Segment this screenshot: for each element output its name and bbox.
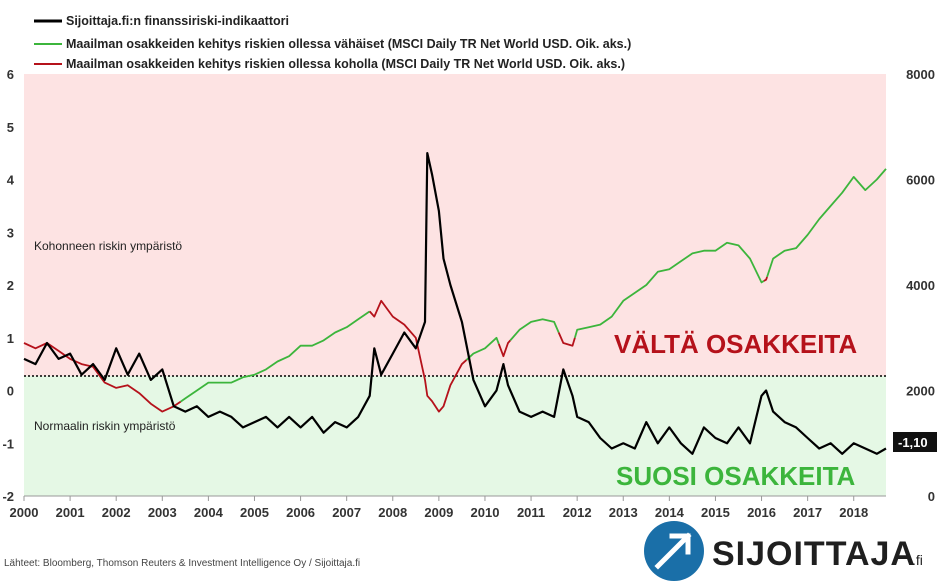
right-axis: 0 2000 4000 6000 8000 [906, 67, 935, 504]
x-axis: 2000 2001 2002 2003 2004 2005 2006 2007 2008 2009… [10, 496, 868, 520]
legend-label-risk: Sijoittaja.fi:n finanssiriski-indikaatto… [66, 14, 289, 28]
x-tick-label: 2012 [563, 505, 592, 520]
stock-line-segment [465, 336, 500, 361]
left-tick-label: 5 [7, 120, 14, 135]
x-tick-label: 2015 [701, 505, 730, 520]
x-tick-label: 2004 [194, 505, 224, 520]
stock-line-segment [766, 168, 887, 278]
x-tick-label: 2009 [424, 505, 453, 520]
left-tick-label: 4 [7, 173, 15, 188]
stock-line-segment [180, 310, 371, 403]
right-tick-label: 6000 [906, 173, 935, 188]
stock-line-segment [369, 299, 468, 413]
left-tick-label: 0 [7, 384, 14, 399]
right-tick-label: 0 [928, 489, 935, 504]
high-risk-zone-label: Kohonneen riskin ympäristö [34, 239, 182, 253]
last-value-text: -1,10 [898, 435, 928, 450]
last-value-badge: -1,10 [893, 432, 937, 452]
x-tick-label: 2000 [10, 505, 39, 520]
risk-indicator-series [23, 152, 887, 455]
legend-label-green: Maailman osakkeiden kehitys riskien olle… [66, 37, 631, 51]
x-tick-label: 2003 [148, 505, 177, 520]
high-risk-zone [24, 74, 886, 376]
brand-name: SIJOITTAJA [712, 535, 916, 573]
arrow-up-right-icon [654, 532, 692, 570]
x-tick-label: 2016 [747, 505, 776, 520]
brand-logo: SIJOITTAJA .fi [644, 521, 923, 581]
normal-risk-zone [24, 376, 886, 496]
x-tick-label: 2008 [378, 505, 407, 520]
x-tick-label: 2018 [839, 505, 868, 520]
left-tick-label: 1 [7, 331, 14, 346]
x-tick-label: 2007 [332, 505, 361, 520]
stock-series [23, 168, 887, 413]
left-tick-label: -2 [2, 489, 14, 504]
x-tick-label: 2017 [793, 505, 822, 520]
stock-line-segment [509, 318, 560, 341]
stock-line-segment [557, 332, 576, 347]
x-tick-label: 2011 [517, 505, 545, 520]
stock-line-segment [23, 342, 182, 413]
x-tick-label: 2002 [102, 505, 131, 520]
x-tick-label: 2014 [655, 505, 685, 520]
avoid-stocks-label: VÄLTÄ OSAKKEITA [614, 329, 857, 359]
stock-line-segment [497, 339, 511, 358]
x-tick-label: 2001 [56, 505, 85, 520]
stock-line-segment [574, 241, 765, 339]
x-tick-label: 2006 [286, 505, 315, 520]
normal-risk-zone-label: Normaalin riskin ympäristö [34, 419, 176, 433]
brand-suffix: .fi [912, 552, 923, 568]
right-tick-label: 8000 [906, 67, 935, 82]
source-note: Lähteet: Bloomberg, Thomson Reuters & In… [4, 558, 360, 569]
x-tick-label: 2005 [240, 505, 269, 520]
x-tick-label: 2010 [471, 505, 500, 520]
right-tick-label: 2000 [906, 384, 935, 399]
right-tick-label: 4000 [906, 278, 935, 293]
left-tick-label: 3 [7, 225, 14, 240]
left-tick-label: 2 [7, 278, 14, 293]
stock-line-segment [763, 276, 768, 282]
left-axis: -2 -1 0 1 2 3 4 5 6 [2, 67, 14, 504]
legend-label-red: Maailman osakkeiden kehitys riskien olle… [66, 57, 625, 71]
left-tick-label: -1 [2, 436, 14, 451]
x-tick-label: 2013 [609, 505, 638, 520]
left-tick-label: 6 [7, 67, 14, 82]
risk-indicator-line [23, 152, 887, 455]
legend: Sijoittaja.fi:n finanssiriski-indikaatto… [34, 14, 631, 71]
favor-stocks-label: SUOSI OSAKKEITA [616, 461, 856, 491]
